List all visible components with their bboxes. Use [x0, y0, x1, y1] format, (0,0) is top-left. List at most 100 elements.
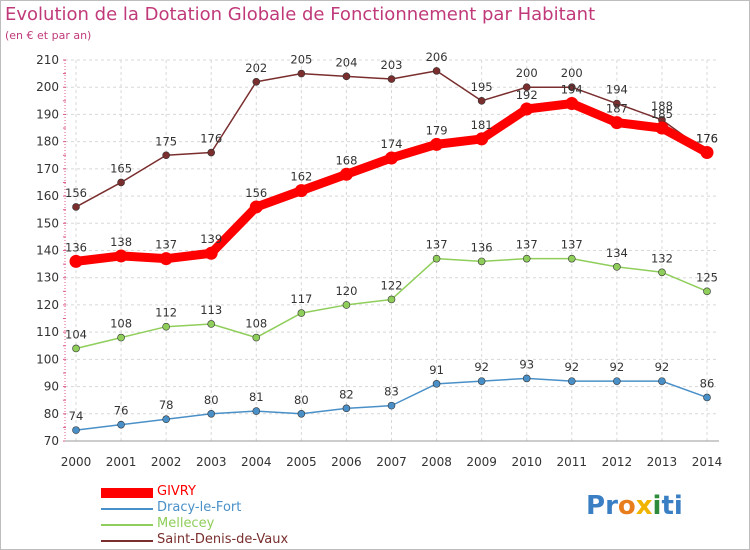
data-point: [477, 97, 486, 105]
logo-letter: i: [652, 491, 662, 521]
data-point: [117, 178, 125, 187]
data-point: [613, 263, 621, 271]
y-tick-label: 210: [36, 53, 59, 67]
data-point: [613, 377, 621, 385]
data-point: [117, 420, 125, 429]
data-point: [342, 301, 351, 309]
x-tick-label: 2006: [331, 455, 362, 469]
data-label: 82: [339, 387, 354, 401]
x-tick-label: 2009: [466, 455, 497, 469]
data-point: [387, 295, 396, 304]
data-point: [567, 83, 576, 92]
legend-swatch: [101, 524, 153, 526]
data-label: 203: [381, 58, 403, 72]
data-point: [522, 83, 531, 92]
data-label: 112: [155, 306, 177, 320]
data-point: [658, 377, 666, 385]
y-tick-label: 150: [36, 216, 59, 230]
y-tick-label: 100: [36, 352, 59, 366]
data-label: 92: [564, 360, 579, 374]
x-tick-label: 2004: [241, 455, 272, 469]
data-label: 195: [471, 80, 493, 94]
data-label: 132: [651, 251, 673, 265]
data-label: 134: [606, 246, 628, 260]
data-label: 176: [200, 132, 222, 146]
data-point: [252, 77, 261, 86]
x-tick-label: 2010: [511, 455, 542, 469]
x-tick-label: 2013: [647, 455, 678, 469]
y-tick-label: 140: [36, 244, 59, 258]
data-label: 194: [561, 83, 583, 97]
y-tick-label: 70: [44, 434, 59, 448]
data-point: [475, 132, 489, 146]
data-label: 162: [290, 170, 312, 184]
data-point: [477, 377, 486, 385]
logo-letter: x: [635, 491, 653, 521]
data-point: [520, 102, 534, 116]
data-label: 139: [200, 232, 222, 246]
data-label: 205: [290, 53, 312, 67]
data-label: 185: [651, 107, 673, 121]
y-tick-label: 120: [36, 298, 59, 312]
data-label: 80: [204, 393, 219, 407]
data-point: [297, 69, 306, 78]
data-point: [159, 252, 173, 266]
data-label: 113: [200, 303, 222, 317]
chart-subtitle: (en € et par an): [5, 29, 92, 42]
data-label: 179: [426, 123, 448, 137]
logo-letter: P: [586, 491, 606, 521]
legend-label: Mellecey: [157, 516, 215, 531]
data-label: 78: [159, 398, 174, 412]
data-point: [252, 333, 261, 342]
data-label: 156: [65, 186, 87, 200]
data-point: [342, 404, 351, 413]
data-label: 81: [249, 390, 264, 404]
data-label: 91: [429, 363, 444, 377]
y-tick-label: 190: [36, 107, 59, 121]
data-label: 122: [381, 278, 403, 292]
data-label: 200: [516, 66, 538, 80]
data-point: [162, 322, 170, 331]
data-point: [432, 67, 441, 75]
data-label: 108: [110, 317, 132, 331]
data-point: [117, 333, 125, 342]
data-point: [339, 167, 353, 181]
data-label: 92: [655, 360, 670, 374]
data-point: [207, 320, 216, 328]
logo-letter: r: [605, 491, 618, 521]
data-point: [567, 377, 576, 385]
data-point: [477, 257, 486, 266]
data-point: [522, 374, 531, 383]
y-tick-label: 80: [44, 407, 59, 421]
data-label: 187: [606, 102, 628, 116]
data-label: 188: [651, 99, 673, 113]
data-point: [252, 407, 261, 415]
data-point: [297, 409, 306, 418]
data-label: 108: [245, 317, 267, 331]
data-point: [655, 121, 669, 135]
legend-label: Saint-Denis-de-Vaux: [157, 532, 289, 547]
data-label: 136: [471, 240, 493, 254]
legend-label: Dracy-le-Fort: [157, 500, 242, 515]
data-point: [207, 409, 216, 418]
data-label: 174: [381, 137, 403, 151]
logo-letter: o: [617, 491, 636, 521]
data-point: [204, 246, 218, 260]
data-label: 176: [696, 132, 718, 146]
data-label: 74: [69, 409, 84, 423]
legend-swatch: [101, 508, 153, 510]
y-tick-label: 180: [36, 135, 59, 149]
y-tick-label: 130: [36, 271, 59, 285]
data-label: 165: [110, 161, 132, 175]
data-point: [385, 151, 398, 165]
data-label: 181: [471, 118, 493, 132]
data-label: 117: [290, 292, 312, 306]
data-point: [249, 200, 263, 214]
data-point: [522, 254, 531, 263]
data-point: [387, 401, 396, 410]
data-point: [565, 97, 579, 111]
data-point: [658, 268, 666, 277]
data-point: [703, 287, 711, 296]
